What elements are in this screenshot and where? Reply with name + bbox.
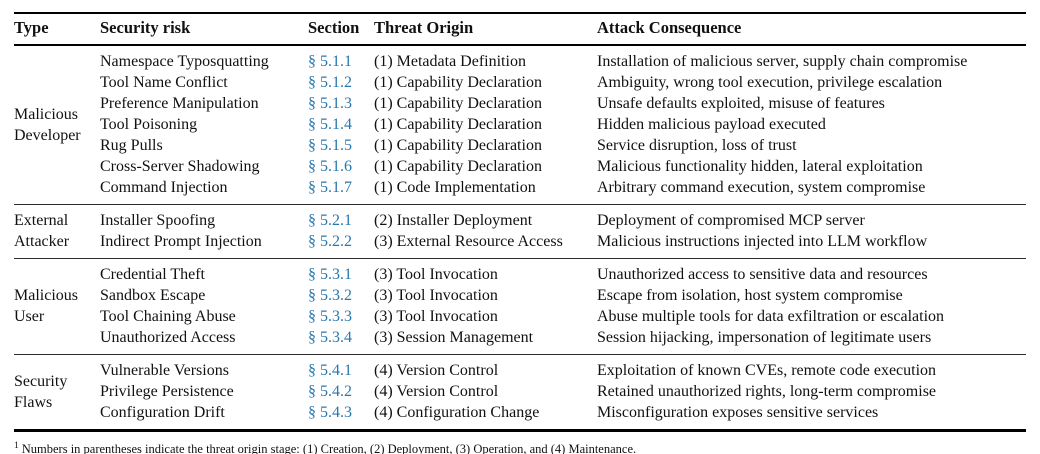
consequence-cell: Installation of malicious server, supply…	[597, 53, 968, 70]
section-link[interactable]: § 5.1.5	[308, 137, 352, 154]
type-cell: Security Flaws	[14, 372, 68, 411]
consequence-cell: Escape from isolation, host system compr…	[597, 287, 903, 304]
section-link[interactable]: § 5.2.1	[308, 212, 352, 229]
consequence-cell: Arbitrary command execution, system comp…	[597, 179, 926, 196]
consequence-cell: Unauthorized access to sensitive data an…	[597, 266, 928, 283]
footnote: 1 Numbers in parentheses indicate the thr…	[14, 439, 1026, 454]
column-header-section: Section	[308, 18, 360, 37]
consequence-cell: Misconfiguration exposes sensitive servi…	[597, 404, 879, 421]
origin-cell: (3) Session Management	[374, 329, 534, 346]
column-header-consequence: Attack Consequence	[597, 18, 742, 37]
origin-cell: (1) Capability Declaration	[374, 158, 542, 175]
row-group: Malicious Developer Namespace Typosquatti…	[14, 46, 1026, 204]
table-header-row: Type Security risk Section Threat Origin…	[14, 14, 1026, 46]
section-link[interactable]: § 5.3.1	[308, 266, 352, 283]
consequence-cell: Service disruption, loss of trust	[597, 137, 797, 154]
risk-cell: Tool Name Conflict	[100, 74, 228, 91]
origin-cell: (3) External Resource Access	[374, 233, 563, 250]
section-link[interactable]: § 5.1.1	[308, 53, 352, 70]
consequence-cell: Unsafe defaults exploited, misuse of fea…	[597, 95, 885, 112]
risk-cell: Command Injection	[100, 179, 228, 196]
origin-cell: (3) Tool Invocation	[374, 287, 498, 304]
section-link[interactable]: § 5.1.7	[308, 179, 352, 196]
origin-cell: (1) Capability Declaration	[374, 137, 542, 154]
consequence-cell: Malicious functionality hidden, lateral …	[597, 158, 923, 175]
type-cell: Malicious User	[14, 287, 78, 325]
consequence-cell: Ambiguity, wrong tool execution, privile…	[597, 74, 943, 91]
risk-cell: Vulnerable Versions	[100, 362, 229, 379]
origin-cell: (2) Installer Deployment	[374, 212, 533, 229]
consequence-cell: Deployment of compromised MCP server	[597, 212, 865, 229]
table-body: Malicious Developer Namespace Typosquatti…	[14, 46, 1026, 429]
section-link[interactable]: § 5.1.6	[308, 158, 352, 175]
column-header-risk: Security risk	[100, 18, 191, 37]
section-link[interactable]: § 5.4.1	[308, 362, 352, 379]
risk-cell: Credential Theft	[100, 266, 205, 283]
risk-cell: Unauthorized Access	[100, 329, 236, 346]
section-link[interactable]: § 5.1.3	[308, 95, 352, 112]
origin-cell: (4) Configuration Change	[374, 404, 540, 421]
origin-cell: (1) Capability Declaration	[374, 74, 542, 91]
column-header-origin: Threat Origin	[374, 18, 474, 37]
risk-cell: Tool Chaining Abuse	[100, 308, 236, 325]
section-link[interactable]: § 5.4.2	[308, 383, 352, 400]
risk-cell: Rug Pulls	[100, 137, 163, 154]
column-header-type: Type	[14, 18, 49, 37]
type-cell: Malicious Developer	[14, 105, 81, 144]
origin-cell: (1) Capability Declaration	[374, 95, 542, 112]
consequence-cell: Session hijacking, impersonation of legi…	[597, 329, 932, 346]
risk-cell: Tool Poisoning	[100, 116, 198, 133]
origin-cell: (1) Code Implementation	[374, 179, 536, 196]
row-group: Security Flaws Vulnerable Versions § 5.4.1…	[14, 354, 1026, 429]
row-group: Malicious User Credential Theft § 5.3.1 (3)…	[14, 258, 1026, 354]
origin-cell: (3) Tool Invocation	[374, 308, 498, 325]
risk-cell: Namespace Typosquatting	[100, 53, 269, 70]
row-group: External Attacker Installer Spoofing § 5.2…	[14, 204, 1026, 258]
origin-cell: (1) Metadata Definition	[374, 53, 526, 70]
consequence-cell: Hidden malicious payload executed	[597, 116, 826, 133]
security-risk-table: Type Security risk Section Threat Origin…	[14, 12, 1026, 432]
consequence-cell: Abuse multiple tools for data exfiltrati…	[597, 308, 945, 325]
risk-cell: Privilege Persistence	[100, 383, 234, 400]
consequence-cell: Exploitation of known CVEs, remote code …	[597, 362, 937, 379]
footnote-marker: 1	[14, 441, 19, 451]
origin-cell: (4) Version Control	[374, 362, 499, 379]
risk-cell: Configuration Drift	[100, 404, 225, 421]
type-cell: External Attacker	[14, 212, 70, 250]
risk-cell: Cross-Server Shadowing	[100, 158, 260, 175]
origin-cell: (1) Capability Declaration	[374, 116, 542, 133]
section-link[interactable]: § 5.3.4	[308, 329, 352, 346]
risk-cell: Preference Manipulation	[100, 95, 259, 112]
section-link[interactable]: § 5.1.4	[308, 116, 352, 133]
risk-cell: Sandbox Escape	[100, 287, 206, 304]
section-link[interactable]: § 5.4.3	[308, 404, 352, 421]
origin-cell: (3) Tool Invocation	[374, 266, 498, 283]
section-link[interactable]: § 5.3.2	[308, 287, 352, 304]
origin-cell: (4) Version Control	[374, 383, 499, 400]
risk-cell: Indirect Prompt Injection	[100, 233, 262, 250]
section-link[interactable]: § 5.1.2	[308, 74, 352, 91]
section-link[interactable]: § 5.2.2	[308, 233, 352, 250]
consequence-cell: Retained unauthorized rights, long-term …	[597, 383, 937, 400]
risk-cell: Installer Spoofing	[100, 212, 216, 229]
footnote-text: Numbers in parentheses indicate the thre…	[21, 442, 637, 454]
consequence-cell: Malicious instructions injected into LLM…	[597, 233, 928, 250]
section-link[interactable]: § 5.3.3	[308, 308, 352, 325]
